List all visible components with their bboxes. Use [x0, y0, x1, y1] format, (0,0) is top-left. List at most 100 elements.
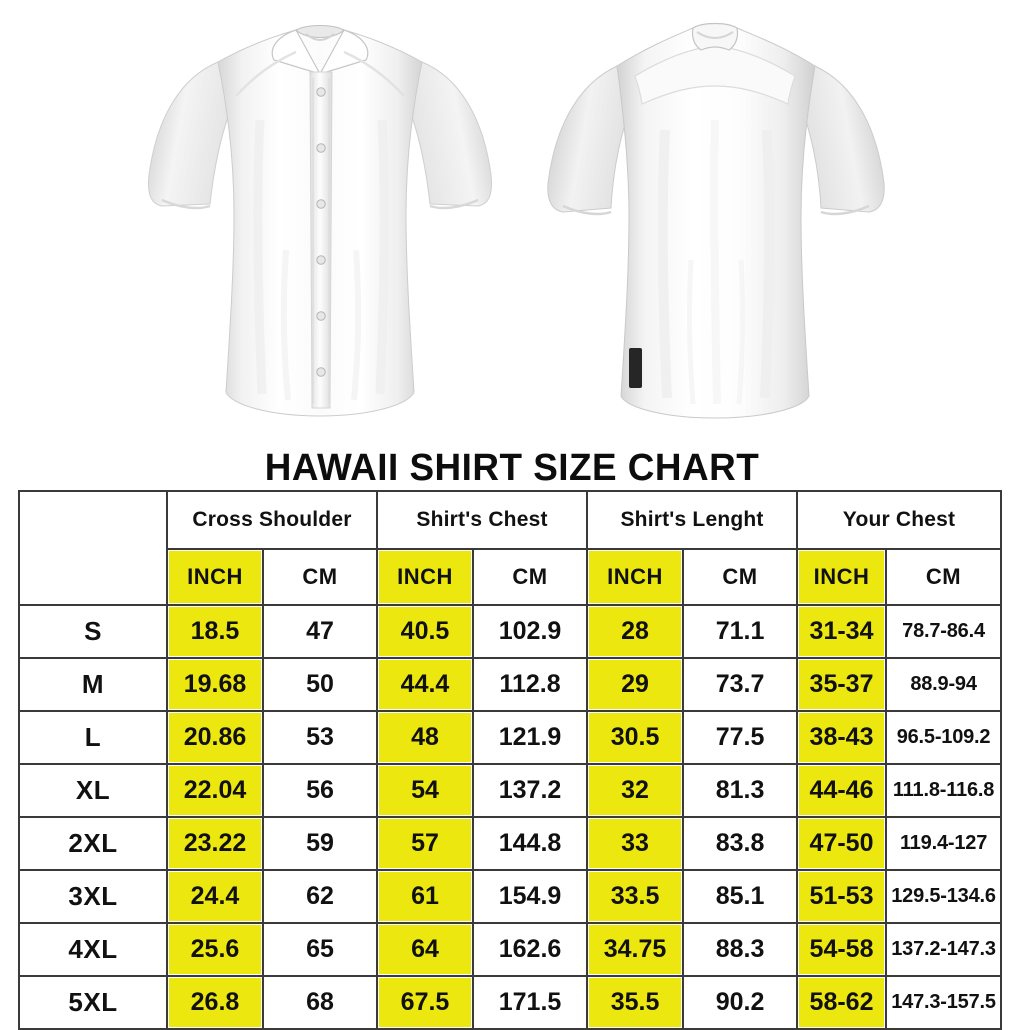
cell-value: 44.4 [400, 670, 450, 698]
cell-shirts-chest-cm: 121.9 [472, 710, 589, 765]
cell-shirts-lenght-cm: 90.2 [682, 975, 799, 1030]
cell-value: 35.5 [610, 988, 660, 1016]
cell-cross-shoulder-inch: 24.4 [166, 869, 264, 924]
cell-value: 26.8 [190, 988, 240, 1016]
cell-value: 57 [411, 829, 439, 857]
cell-cross-shoulder-inch: 20.86 [166, 710, 264, 765]
cell-cross-shoulder-inch: 22.04 [166, 763, 264, 818]
group-header-your-chest: Your Chest [796, 490, 1003, 550]
cell-shirts-lenght-inch: 29 [586, 657, 685, 712]
cell-value: 19.68 [183, 670, 247, 698]
cell-your-chest-inch: 38-43 [796, 710, 888, 765]
cell-your-chest-inch: 51-53 [796, 869, 888, 924]
table-row: XL 22.04 56 54 137.2 32 81.3 44-46 111.8-116.8 [18, 763, 1003, 818]
table-row: 3XL 24.4 62 61 154.9 33.5 85.1 51-53 129.5-134.6 [18, 869, 1003, 924]
cell-shirts-chest-cm: 144.8 [472, 816, 589, 871]
cell-shirts-chest-inch: 64 [376, 922, 475, 977]
cell-value: 23.22 [183, 829, 247, 857]
cell-your-chest-inch: 31-34 [796, 604, 888, 659]
cell-your-chest-cm: 96.5-109.2 [885, 710, 1003, 765]
cell-value: 30.5 [610, 723, 660, 751]
cell-value: 31-34 [809, 617, 874, 645]
unit-header-row: INCH CM INCH CM INCH CM INCH CM [19, 548, 1003, 606]
size-label-s: S [18, 604, 168, 659]
cell-shirts-lenght-cm: 71.1 [682, 604, 799, 659]
cell-your-chest-cm: 78.7-86.4 [885, 604, 1003, 659]
cell-value: 35-37 [809, 670, 874, 698]
cell-value: 64 [411, 935, 439, 963]
cell-your-chest-cm: 147.3-157.5 [885, 975, 1003, 1030]
table-row: 5XL 26.8 68 67.5 171.5 35.5 90.2 58-62 147.3-157… [18, 975, 1003, 1030]
cell-value: 18.5 [190, 617, 240, 645]
cell-cross-shoulder-cm: 53 [261, 710, 379, 765]
table-row: M 19.68 50 44.4 112.8 29 73.7 35-37 88.9-94 [18, 657, 1003, 712]
cell-cross-shoulder-cm: 56 [261, 763, 379, 818]
cell-shirts-lenght-cm: 73.7 [682, 657, 799, 712]
cell-value: 61 [411, 882, 439, 910]
cell-shirts-lenght-inch: 30.5 [586, 710, 685, 765]
cell-shirts-lenght-cm: 85.1 [682, 869, 799, 924]
cell-shirts-chest-inch: 57 [376, 816, 475, 871]
table-header: Cross Shoulder Shirt's Chest Shirt's Len… [18, 490, 1003, 606]
cell-value: 24.4 [190, 882, 240, 910]
size-chart-table: Cross Shoulder Shirt's Chest Shirt's Len… [18, 490, 1003, 1030]
cell-your-chest-inch: 58-62 [796, 975, 888, 1030]
cell-shirts-chest-inch: 40.5 [376, 604, 475, 659]
cell-value: 48 [411, 723, 439, 751]
unit-header-your-chest-cm: CM [885, 548, 1003, 606]
cell-value: 28 [621, 617, 649, 645]
cell-value: 51-53 [809, 882, 874, 910]
cell-value: 38-43 [809, 723, 874, 751]
cell-cross-shoulder-cm: 59 [261, 816, 379, 871]
size-label-xl: XL [18, 763, 168, 818]
cell-value: 67.5 [400, 988, 450, 1016]
cell-shirts-chest-inch: 44.4 [376, 657, 475, 712]
cell-cross-shoulder-cm: 62 [261, 869, 379, 924]
cell-shirts-chest-cm: 112.8 [472, 657, 589, 712]
cell-cross-shoulder-cm: 65 [261, 922, 379, 977]
cell-your-chest-cm: 137.2-147.3 [885, 922, 1003, 977]
size-label-4xl: 4XL [18, 922, 168, 977]
size-label-2xl: 2XL [18, 816, 168, 871]
group-header-shirts-lenght: Shirt's Lenght [586, 490, 799, 550]
cell-your-chest-inch: 35-37 [796, 657, 888, 712]
cell-value: 29 [621, 670, 649, 698]
cell-shirts-chest-inch: 48 [376, 710, 475, 765]
cell-shirts-lenght-cm: 81.3 [682, 763, 799, 818]
cell-shirts-chest-inch: 67.5 [376, 975, 475, 1030]
cell-cross-shoulder-inch: 18.5 [166, 604, 264, 659]
cell-value: 40.5 [400, 617, 450, 645]
cell-value: 33 [621, 829, 649, 857]
cell-shirts-chest-cm: 137.2 [472, 763, 589, 818]
table-row: L 20.86 53 48 121.9 30.5 77.5 38-43 96.5-109.2 [18, 710, 1003, 765]
unit-header-shirts-chest-cm: CM [472, 548, 589, 606]
size-label-3xl: 3XL [18, 869, 168, 924]
cell-shirts-lenght-inch: 32 [586, 763, 685, 818]
cell-value: 33.5 [610, 882, 660, 910]
unit-header-shirts-lenght-inch: INCH [586, 548, 685, 606]
cell-cross-shoulder-inch: 19.68 [166, 657, 264, 712]
group-header-cross-shoulder: Cross Shoulder [165, 490, 379, 550]
cell-shirts-lenght-inch: 28 [586, 604, 685, 659]
hem-brand-label [629, 348, 642, 388]
cell-shirts-lenght-inch: 33 [586, 816, 685, 871]
cell-shirts-lenght-cm: 83.8 [682, 816, 799, 871]
unit-header-your-chest-inch: INCH [796, 548, 888, 606]
size-label-5xl: 5XL [18, 975, 168, 1030]
table-body: S 18.5 47 40.5 102.9 28 71.1 31-34 78.7-86.4 M 19.… [18, 604, 1003, 1030]
group-header-shirts-chest: Shirt's Chest [376, 490, 589, 550]
cell-shirts-chest-cm: 162.6 [472, 922, 589, 977]
cell-value: 47-50 [809, 829, 874, 857]
size-label-m: M [18, 657, 168, 712]
table-row: 4XL 25.6 65 64 162.6 34.75 88.3 54-58 137.2-147.… [18, 922, 1003, 977]
cell-value: 32 [621, 776, 649, 804]
cell-shirts-lenght-inch: 35.5 [586, 975, 685, 1030]
cell-your-chest-cm: 119.4-127 [885, 816, 1003, 871]
cell-your-chest-cm: 88.9-94 [885, 657, 1003, 712]
cell-value: 44-46 [809, 776, 874, 804]
table-row: 2XL 23.22 59 57 144.8 33 83.8 47-50 119.4-127 [18, 816, 1003, 871]
cell-shirts-chest-inch: 54 [376, 763, 475, 818]
cell-your-chest-inch: 47-50 [796, 816, 888, 871]
cell-value: 58-62 [809, 988, 874, 1016]
shirt-front-image [110, 0, 530, 445]
